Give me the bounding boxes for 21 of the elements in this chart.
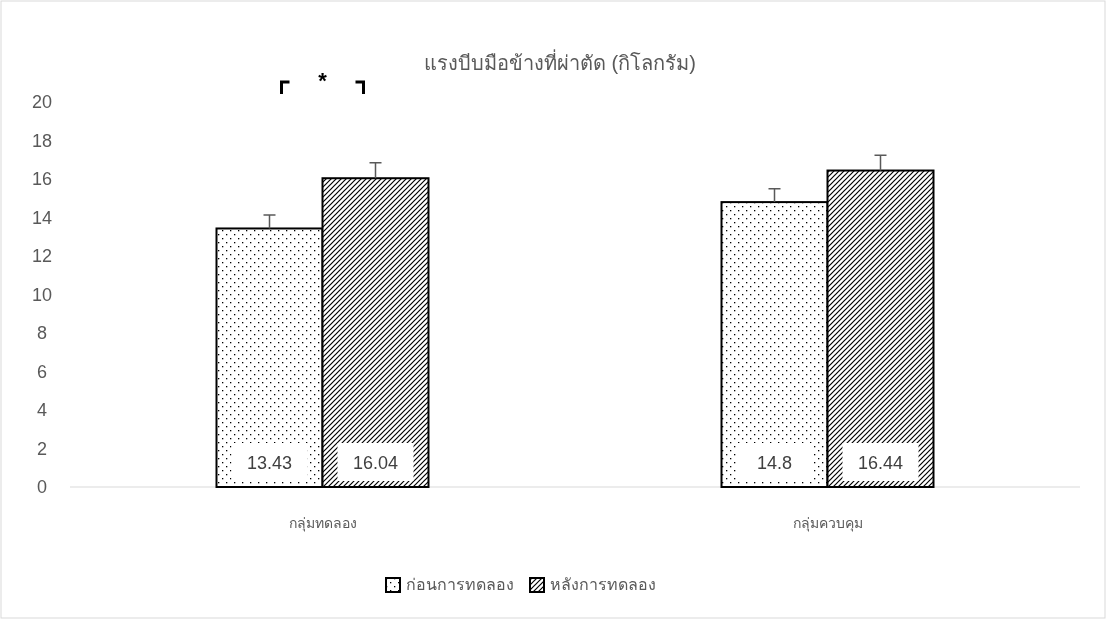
y-tick-label: 6 — [36, 361, 48, 382]
data-label: 13.43 — [246, 453, 293, 473]
y-tick-label: 10 — [31, 284, 53, 305]
text: * — [318, 68, 328, 93]
y-tick-label: 18 — [31, 130, 53, 151]
y-tick-label: 14 — [31, 207, 53, 228]
y-tick-label: 0 — [36, 477, 48, 497]
legend-label: หลังการทดลอง — [550, 576, 656, 593]
x-tick-label: กลุ่มควบคุม — [792, 515, 863, 532]
y-tick-label: 20 — [31, 92, 53, 112]
data-label: 16.44 — [857, 453, 904, 473]
y-tick-label: 16 — [31, 169, 53, 189]
legend-label: ก่อนการทดลอง — [406, 576, 514, 593]
y-tick-label: 2 — [36, 438, 48, 459]
data-label: 16.04 — [352, 453, 399, 473]
data-label: 14.8 — [756, 453, 793, 473]
x-tick-label: กลุ่มทดลอง — [288, 515, 357, 532]
y-tick-label: 4 — [36, 400, 48, 420]
y-tick-label: 12 — [31, 246, 53, 266]
y-tick-label: 8 — [36, 323, 48, 343]
chart-title: แรงบีบมือข้างที่ผ่าตัด (กิโลกรัม) — [424, 49, 696, 74]
